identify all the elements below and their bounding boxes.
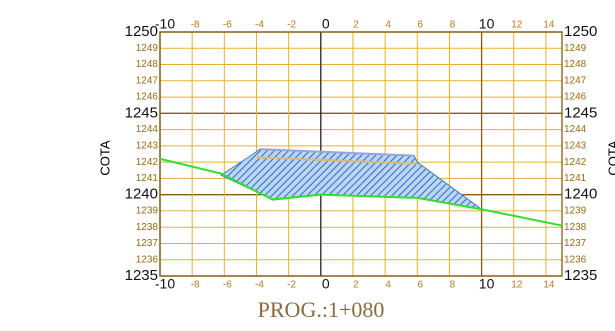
section-line bbox=[259, 148, 415, 157]
x-tick-label-top: 6 bbox=[417, 20, 423, 31]
x-tick-label: 10 bbox=[479, 276, 495, 292]
y-tick-label: 1237 bbox=[136, 238, 159, 249]
section-line bbox=[159, 157, 563, 227]
x-tick-label: 8 bbox=[450, 280, 456, 291]
y-tick-label-right: 1250 bbox=[564, 23, 597, 40]
plot-frame bbox=[159, 31, 563, 277]
x-tick-label-top: -4 bbox=[255, 20, 264, 31]
y-axis-label: COTA bbox=[97, 140, 112, 175]
y-tick-label: 1240 bbox=[125, 186, 158, 203]
y-tick-label-right: 1245 bbox=[564, 104, 597, 121]
y-tick-label: 1241 bbox=[136, 173, 159, 184]
y-tick-label-right: 1246 bbox=[564, 92, 587, 103]
section-line bbox=[256, 156, 418, 165]
y-tick-label: 1238 bbox=[136, 222, 159, 233]
y-tick-label-right: 1247 bbox=[564, 75, 587, 86]
x-tick-label-top: -6 bbox=[223, 20, 232, 31]
x-tick-label-top: -8 bbox=[191, 20, 200, 31]
y-tick-label-right: 1236 bbox=[564, 254, 587, 265]
y-tick-label-right: 1240 bbox=[564, 186, 597, 203]
x-tick-label: 14 bbox=[543, 280, 555, 291]
x-tick-label: -10 bbox=[155, 276, 175, 292]
y-tick-label: 1249 bbox=[136, 43, 159, 54]
y-tick-label: 1235 bbox=[125, 267, 158, 284]
y-tick-label-right: 1238 bbox=[564, 222, 587, 233]
y-axis-label-right: COTA bbox=[605, 140, 615, 175]
x-tick-label: 0 bbox=[322, 276, 330, 292]
x-tick-label-top: 14 bbox=[543, 20, 555, 31]
y-tick-label: 1246 bbox=[136, 92, 159, 103]
y-tick-label: 1244 bbox=[136, 124, 159, 135]
y-tick-label: 1243 bbox=[136, 141, 159, 152]
y-tick-label-right: 1248 bbox=[564, 59, 587, 70]
x-tick-label: -6 bbox=[223, 280, 232, 291]
y-tick-label: 1245 bbox=[125, 104, 158, 121]
chart-title: PROG.:1+080 bbox=[258, 297, 385, 322]
y-tick-label-right: 1249 bbox=[564, 43, 587, 54]
x-tick-label: -4 bbox=[255, 280, 264, 291]
y-tick-label: 1239 bbox=[136, 206, 159, 217]
x-tick-label-top: -10 bbox=[155, 16, 175, 32]
y-tick-label: 1248 bbox=[136, 59, 159, 70]
y-tick-label-right: 1241 bbox=[564, 173, 587, 184]
x-tick-label: 6 bbox=[417, 280, 423, 291]
y-tick-label: 1242 bbox=[136, 157, 159, 168]
y-tick-label-right: 1242 bbox=[564, 157, 587, 168]
x-tick-label-top: 4 bbox=[385, 20, 391, 31]
y-tick-label-right: 1237 bbox=[564, 238, 587, 249]
x-tick-label-top: 0 bbox=[322, 16, 330, 32]
y-tick-label-right: 1244 bbox=[564, 124, 587, 135]
x-tick-label-top: -2 bbox=[287, 20, 296, 31]
x-tick-label: 12 bbox=[511, 280, 523, 291]
y-tick-label-right: 1239 bbox=[564, 206, 587, 217]
y-tick-label: 1250 bbox=[125, 23, 158, 40]
x-tick-label: 2 bbox=[353, 280, 359, 291]
x-tick-label: -8 bbox=[191, 280, 200, 291]
x-tick-label: -2 bbox=[287, 280, 296, 291]
x-tick-label-top: 10 bbox=[479, 16, 495, 32]
y-tick-label-right: 1243 bbox=[564, 141, 587, 152]
x-tick-label: 4 bbox=[385, 280, 391, 291]
x-tick-label-top: 12 bbox=[511, 20, 523, 31]
x-tick-label-top: 8 bbox=[450, 20, 456, 31]
y-tick-label: 1236 bbox=[136, 254, 159, 265]
x-tick-label-top: 2 bbox=[353, 20, 359, 31]
y-tick-label: 1247 bbox=[136, 75, 159, 86]
y-tick-label-right: 1235 bbox=[564, 267, 597, 284]
